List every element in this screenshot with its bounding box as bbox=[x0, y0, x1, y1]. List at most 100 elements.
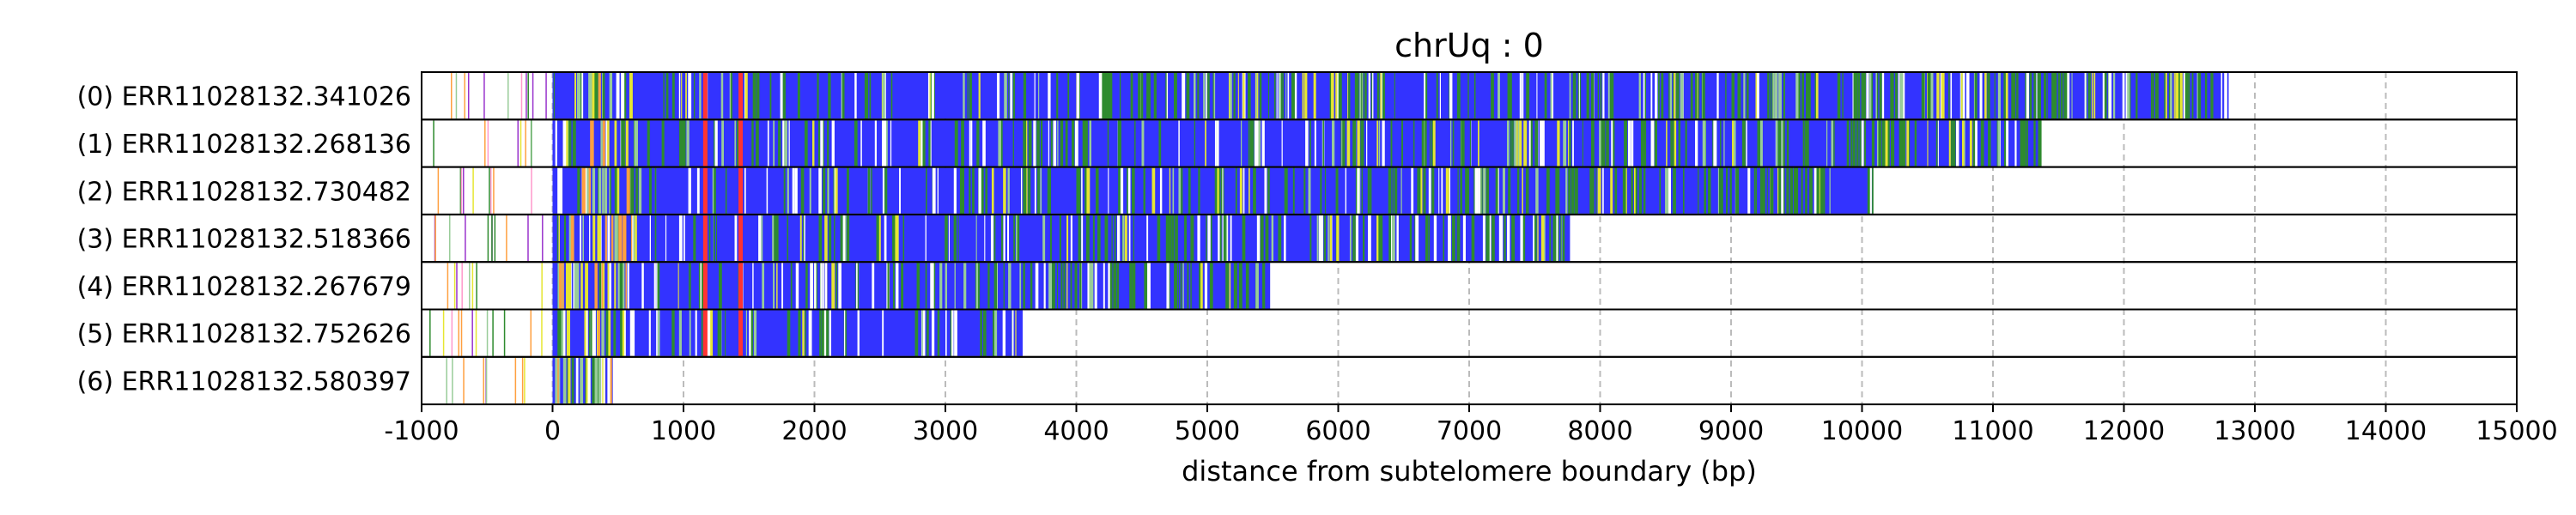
feature-stripe bbox=[1914, 120, 1917, 167]
feature-stripe bbox=[460, 167, 463, 214]
feature-stripe bbox=[558, 215, 561, 262]
feature-stripe bbox=[1485, 167, 1489, 214]
feature-stripe bbox=[1178, 120, 1180, 167]
feature-stripe bbox=[817, 120, 821, 167]
feature-stripe bbox=[2054, 73, 2057, 119]
feature-stripe bbox=[1504, 215, 1506, 262]
feature-stripe bbox=[1757, 120, 1759, 167]
feature-stripe bbox=[1337, 73, 1339, 119]
feature-stripe bbox=[1801, 73, 1805, 119]
feature-stripe bbox=[887, 263, 890, 309]
feature-stripe bbox=[1174, 73, 1177, 119]
feature-stripe bbox=[463, 167, 465, 214]
feature-stripe bbox=[2034, 120, 2036, 167]
feature-stripe bbox=[2063, 73, 2068, 119]
feature-stripe bbox=[1741, 120, 1746, 167]
feature-stripe bbox=[1557, 215, 1559, 262]
feature-stripe bbox=[1537, 215, 1539, 262]
feature-stripe bbox=[494, 215, 496, 262]
feature-stripe bbox=[1528, 120, 1533, 167]
feature-stripe bbox=[1144, 263, 1146, 309]
feature-stripe bbox=[2191, 73, 2194, 119]
feature-stripe bbox=[1229, 263, 1231, 309]
feature-stripe bbox=[834, 215, 835, 262]
feature-stripe bbox=[901, 263, 904, 309]
feature-stripe bbox=[1060, 120, 1064, 167]
feature-stripe bbox=[1862, 73, 1866, 119]
feature-stripe bbox=[1264, 167, 1267, 214]
read-row bbox=[451, 73, 2229, 119]
feature-stripe bbox=[1558, 167, 1560, 214]
feature-stripe bbox=[2012, 73, 2016, 119]
feature-stripe bbox=[1024, 120, 1028, 167]
feature-stripe bbox=[1133, 215, 1134, 262]
feature-stripe bbox=[614, 263, 617, 309]
feature-stripe bbox=[1988, 120, 1991, 167]
feature-stripe bbox=[823, 310, 827, 356]
feature-stripe bbox=[586, 167, 592, 214]
feature-stripe bbox=[686, 120, 690, 167]
feature-stripe bbox=[1190, 263, 1192, 309]
feature-stripe bbox=[1282, 73, 1284, 119]
feature-stripe bbox=[555, 357, 558, 404]
feature-stripe bbox=[996, 73, 1000, 119]
feature-stripe bbox=[1145, 263, 1148, 309]
feature-stripe bbox=[874, 120, 878, 167]
feature-stripe bbox=[696, 167, 700, 214]
feature-stripe bbox=[865, 73, 869, 119]
feature-stripe bbox=[1159, 167, 1163, 214]
feature-stripe bbox=[1461, 120, 1465, 167]
feature-stripe bbox=[514, 357, 517, 404]
feature-stripe bbox=[2053, 73, 2057, 119]
feature-stripe bbox=[1965, 73, 1970, 119]
feature-stripe bbox=[895, 263, 899, 309]
feature-stripe bbox=[920, 120, 925, 167]
feature-stripe bbox=[983, 310, 987, 356]
feature-stripe bbox=[566, 310, 571, 356]
feature-stripe bbox=[976, 120, 980, 167]
feature-stripe bbox=[1190, 215, 1194, 262]
feature-stripe bbox=[993, 310, 995, 356]
feature-stripe bbox=[1225, 263, 1229, 309]
feature-stripe bbox=[769, 73, 772, 119]
feature-stripe bbox=[1456, 215, 1461, 262]
feature-stripe bbox=[447, 263, 449, 309]
feature-stripe bbox=[1857, 73, 1861, 119]
feature-stripe bbox=[446, 357, 447, 404]
feature-stripe bbox=[566, 263, 568, 309]
feature-stripe bbox=[820, 263, 823, 309]
feature-stripe bbox=[2038, 73, 2041, 119]
feature-stripe bbox=[1349, 215, 1352, 262]
feature-stripe bbox=[1903, 73, 1905, 119]
feature-stripe bbox=[1146, 73, 1150, 119]
feature-stripe bbox=[1485, 215, 1490, 262]
feature-stripe bbox=[1425, 73, 1428, 119]
feature-stripe bbox=[2091, 73, 2093, 119]
feature-stripe bbox=[623, 310, 626, 356]
feature-stripe bbox=[627, 263, 629, 309]
feature-stripe bbox=[1230, 215, 1232, 262]
feature-stripe bbox=[1806, 73, 1808, 119]
feature-stripe bbox=[725, 167, 727, 214]
feature-stripe bbox=[1822, 167, 1824, 214]
feature-stripe bbox=[1921, 73, 1925, 119]
feature-stripe bbox=[1786, 167, 1789, 214]
feature-stripe bbox=[876, 215, 879, 262]
feature-stripe bbox=[1682, 167, 1685, 214]
feature-stripe bbox=[1284, 167, 1288, 214]
feature-stripe bbox=[1815, 73, 1819, 119]
feature-stripe bbox=[1859, 120, 1862, 167]
feature-stripe bbox=[890, 120, 892, 167]
feature-stripe bbox=[695, 310, 697, 356]
feature-stripe bbox=[1020, 167, 1023, 214]
feature-stripe bbox=[433, 120, 434, 167]
feature-stripe bbox=[1597, 73, 1600, 119]
feature-stripe bbox=[1262, 263, 1266, 309]
feature-stripe bbox=[702, 120, 708, 167]
feature-stripe bbox=[892, 263, 896, 309]
feature-stripe bbox=[918, 120, 921, 167]
feature-stripe bbox=[1419, 167, 1423, 214]
feature-stripe bbox=[1012, 120, 1014, 167]
feature-stripe bbox=[621, 73, 623, 119]
feature-stripe bbox=[845, 215, 847, 262]
